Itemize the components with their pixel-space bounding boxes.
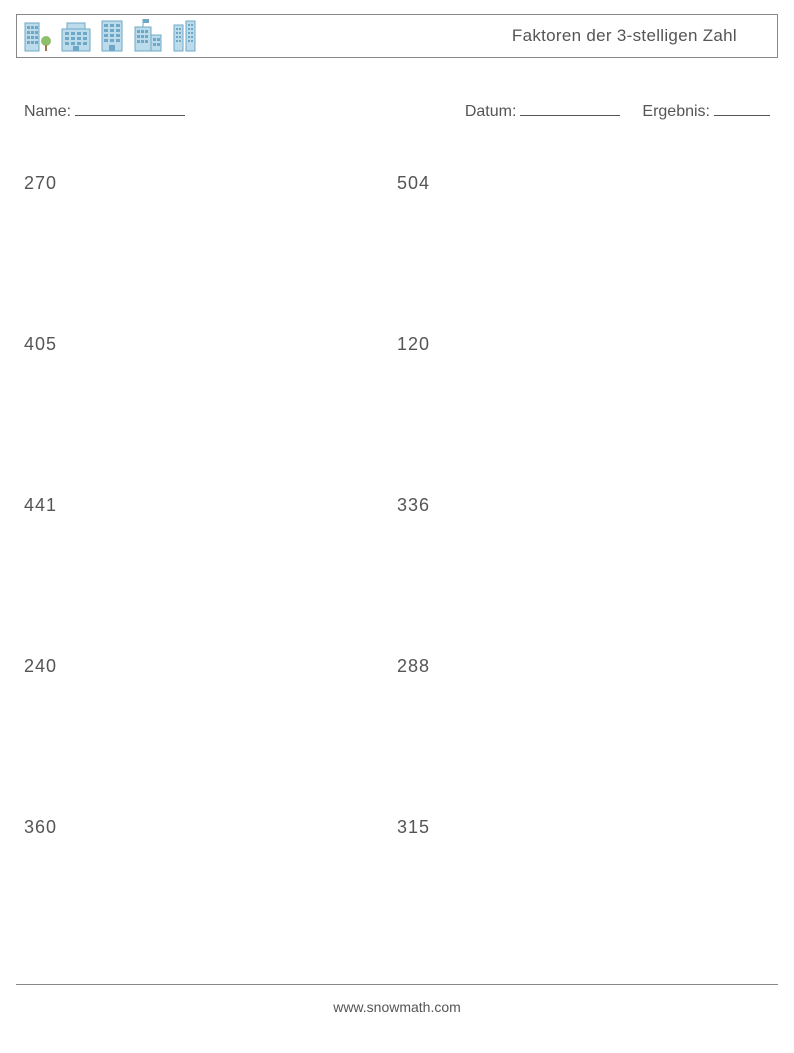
meta-row: Name: Datum: Ergebnis:	[16, 98, 778, 121]
meta-right: Datum: Ergebnis:	[465, 98, 770, 121]
towers-icon	[171, 19, 199, 53]
office-flag-icon	[133, 19, 163, 53]
header-icon-row	[23, 19, 199, 53]
problem-left-0: 270	[24, 173, 397, 194]
result-label: Ergebnis:	[642, 103, 710, 121]
meta-name: Name:	[24, 98, 185, 121]
problem-left-2: 441	[24, 495, 397, 516]
worksheet-title: Faktoren der 3-stelligen Zahl	[512, 26, 767, 46]
office-tall-icon	[99, 19, 125, 53]
name-label: Name:	[24, 103, 71, 121]
problem-left-4: 360	[24, 817, 397, 838]
problem-left-3: 240	[24, 656, 397, 677]
problem-left-1: 405	[24, 334, 397, 355]
problem-right-2: 336	[397, 495, 770, 516]
problem-right-0: 504	[397, 173, 770, 194]
name-blank[interactable]	[75, 98, 185, 116]
problem-right-3: 288	[397, 656, 770, 677]
footer-rule	[16, 984, 778, 985]
building-tree-icon	[23, 19, 53, 53]
worksheet-page: Faktoren der 3-stelligen Zahl Name: Datu…	[0, 0, 794, 1053]
date-label: Datum:	[465, 103, 517, 121]
result-blank[interactable]	[714, 98, 770, 116]
problem-right-1: 120	[397, 334, 770, 355]
office-wide-icon	[61, 19, 91, 53]
problems-grid: 270 504 405 120 441 336 240 288 360 315	[16, 173, 778, 838]
footer-url: www.snowmath.com	[0, 999, 794, 1015]
problem-right-4: 315	[397, 817, 770, 838]
date-blank[interactable]	[520, 98, 620, 116]
header-box: Faktoren der 3-stelligen Zahl	[16, 14, 778, 58]
